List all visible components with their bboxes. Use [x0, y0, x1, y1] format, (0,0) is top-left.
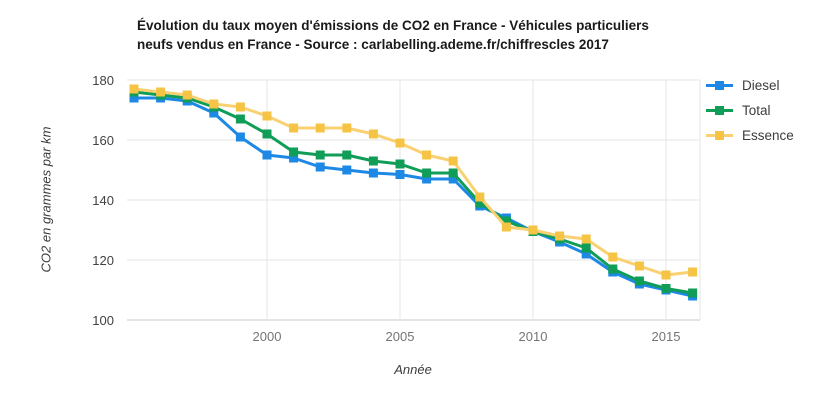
legend-label-total: Total [742, 103, 771, 118]
legend-item-diesel: Diesel [706, 78, 794, 93]
legend-label-diesel: Diesel [742, 78, 780, 93]
x-tick-label: 2005 [385, 329, 415, 344]
legend-swatch-essence-icon [706, 131, 733, 140]
y-tick-label: 160 [92, 133, 114, 148]
legend-item-essence: Essence [706, 128, 794, 143]
x-tick-label: 2015 [651, 329, 681, 344]
chart-title: Évolution du taux moyen d'émissions de C… [137, 16, 737, 54]
legend: Diesel Total Essence [706, 78, 794, 154]
chart-title-line1: Évolution du taux moyen d'émissions de C… [137, 18, 649, 33]
legend-item-total: Total [706, 103, 794, 118]
legend-swatch-total-icon [706, 106, 733, 115]
chart-title-line2: neufs vendus en France - Source : carlab… [137, 37, 609, 52]
legend-swatch-diesel-icon [706, 81, 733, 90]
x-tick-label: 2000 [252, 329, 282, 344]
x-axis-title: Année [394, 362, 432, 377]
legend-label-essence: Essence [742, 128, 794, 143]
y-tick-label: 180 [92, 73, 114, 88]
y-tick-label: 140 [92, 193, 114, 208]
y-tick-label: 120 [92, 253, 114, 268]
x-tick-label: 2010 [518, 329, 548, 344]
y-tick-label: 100 [92, 313, 114, 328]
